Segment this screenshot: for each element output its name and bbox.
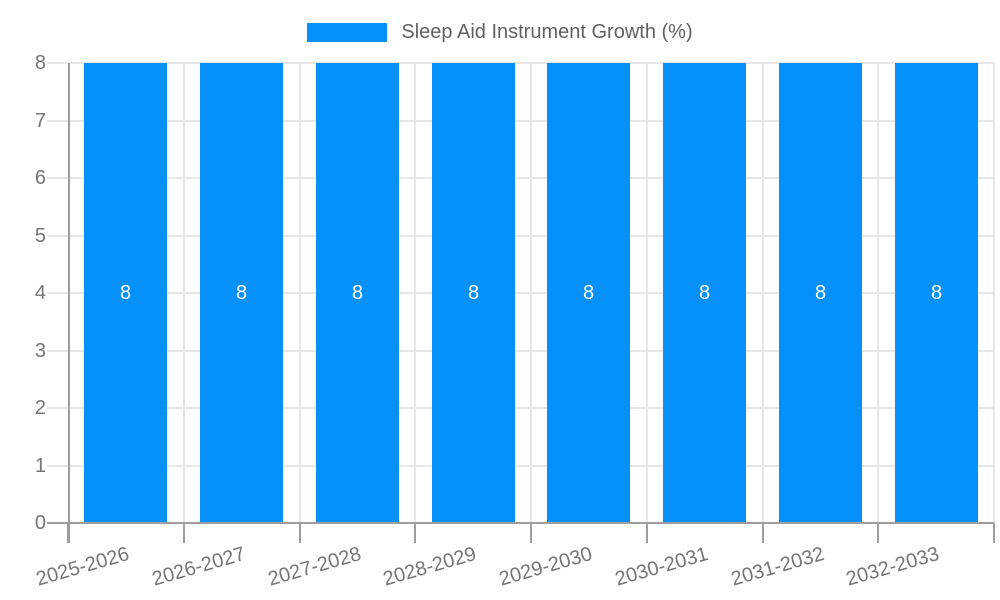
chart-legend[interactable]: Sleep Aid Instrument Growth (%) <box>0 20 1000 44</box>
y-gridline <box>47 234 994 237</box>
y-axis-tick-label: 0 <box>34 512 46 534</box>
x-gridline <box>761 63 764 523</box>
y-axis-line <box>68 63 70 543</box>
y-gridline <box>47 177 994 179</box>
y-axis-tick-label: 6 <box>34 167 46 189</box>
y-gridline <box>47 62 994 64</box>
x-axis-tick <box>761 523 764 543</box>
x-axis-tick <box>298 523 301 543</box>
x-gridline <box>645 63 648 523</box>
y-axis-tick-label: 4 <box>34 282 46 304</box>
bar-value-label: 8 <box>351 281 364 304</box>
x-gridline <box>182 63 185 523</box>
y-axis-tick-label: 5 <box>34 224 46 247</box>
bar[interactable]: 8 <box>547 63 630 523</box>
x-axis-tick-label: 2025-2026 <box>33 543 132 591</box>
bar[interactable]: 8 <box>895 63 978 523</box>
bar[interactable]: 8 <box>779 63 862 523</box>
x-axis-tick <box>67 523 69 543</box>
y-axis-tick-label: 1 <box>34 454 46 477</box>
x-axis-tick <box>645 523 648 543</box>
bar-value-label: 8 <box>467 281 480 304</box>
bar-value-label: 8 <box>235 281 248 304</box>
x-gridline <box>530 63 532 523</box>
x-axis-tick-label: 2029-2030 <box>496 543 595 591</box>
x-axis-line <box>47 522 994 524</box>
bar[interactable]: 8 <box>663 63 746 523</box>
x-axis-tick <box>182 523 185 543</box>
plot-area: 8 8 8 8 8 8 8 8 <box>47 62 995 543</box>
legend-swatch <box>307 22 388 42</box>
y-gridline <box>47 349 994 352</box>
legend-label: Sleep Aid Instrument Growth (%) <box>401 21 693 43</box>
x-axis-tick-label: 2030-2031 <box>612 543 711 591</box>
x-axis-tick-label: 2027-2028 <box>265 543 364 591</box>
y-gridline <box>47 292 994 294</box>
x-axis-tick <box>877 523 880 543</box>
bar-value-label: 8 <box>814 281 827 304</box>
x-gridline <box>993 63 995 523</box>
y-axis-tick-label: 7 <box>34 109 46 132</box>
bar-value-label: 8 <box>930 281 943 304</box>
bar-value-label: 8 <box>582 281 595 304</box>
y-gridline <box>47 407 994 409</box>
y-axis-tick-label: 8 <box>34 52 46 74</box>
x-axis-tick-label: 2028-2029 <box>381 543 480 591</box>
x-gridline <box>877 63 880 523</box>
x-axis-tick <box>414 523 417 543</box>
y-gridline <box>47 119 994 122</box>
bar-value-label: 8 <box>119 281 132 304</box>
y-axis-tick-label: 2 <box>34 397 46 419</box>
bar[interactable]: 8 <box>316 63 399 523</box>
x-axis-tick-label: 2026-2027 <box>149 543 248 591</box>
x-axis-tick-label: 2032-2033 <box>844 543 943 591</box>
x-gridline <box>414 63 417 523</box>
bar[interactable]: 8 <box>432 63 515 523</box>
y-gridline <box>47 464 994 467</box>
bar-value-label: 8 <box>698 281 711 304</box>
bar[interactable]: 8 <box>84 63 167 523</box>
x-gridline <box>298 63 301 523</box>
bar[interactable]: 8 <box>200 63 283 523</box>
x-axis-tick <box>993 523 995 543</box>
y-axis-tick-label: 3 <box>34 339 46 362</box>
x-axis-tick <box>530 523 532 543</box>
x-axis-tick-label: 2031-2032 <box>728 543 827 591</box>
